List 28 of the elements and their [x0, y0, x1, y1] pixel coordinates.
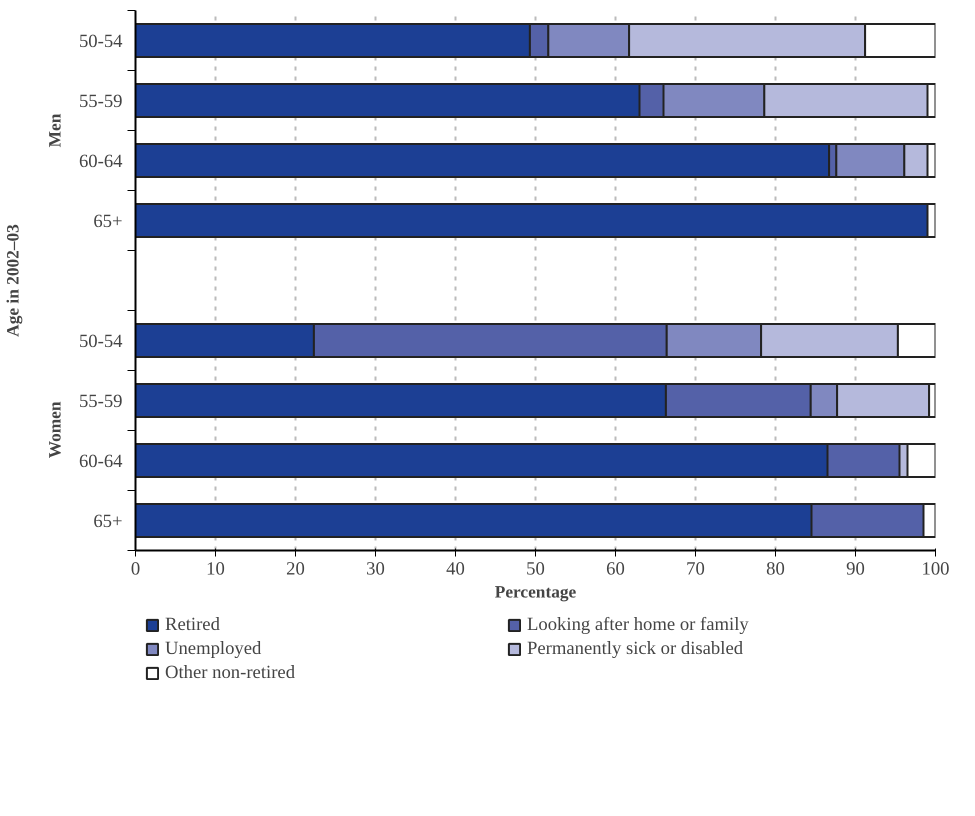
y-axis-title: Age in 2002–03	[4, 224, 22, 337]
x-tick-label: 20	[286, 558, 305, 580]
x-tick-label: 40	[446, 558, 465, 580]
legend-label: Unemployed	[165, 638, 262, 660]
x-tick-label: 10	[206, 558, 225, 580]
text: Women	[46, 401, 64, 458]
x-tick-label: 80	[766, 558, 785, 580]
y-tick-label: 50-54	[78, 331, 124, 352]
x-axis-title: Percentage	[494, 582, 577, 602]
x-tick-label: 100	[922, 558, 950, 580]
y-tick-label: 55-59	[78, 91, 123, 112]
x-tick-label: 70	[686, 558, 705, 580]
x-tick-label: 90	[846, 558, 865, 580]
x-tick-label: 50	[526, 558, 545, 580]
x-tick-label: 30	[366, 558, 385, 580]
legend-label: Other non-retired	[165, 662, 296, 684]
text: Men	[46, 113, 64, 148]
x-tick-label: 0	[130, 558, 140, 580]
y-tick-label: 65+	[93, 511, 123, 532]
legend-label: Retired	[165, 614, 221, 636]
x-tick-label: 60	[606, 558, 625, 580]
legend-label: Looking after home or family	[527, 614, 750, 636]
legend-label: Permanently sick or disabled	[527, 638, 744, 660]
y-tick-label: 60-64	[78, 451, 124, 472]
y-tick-label: 60-64	[78, 151, 124, 172]
y-tick-label: 50-54	[78, 31, 124, 52]
y-tick-label: 55-59	[78, 391, 123, 412]
y-tick-label: 65+	[93, 211, 123, 232]
